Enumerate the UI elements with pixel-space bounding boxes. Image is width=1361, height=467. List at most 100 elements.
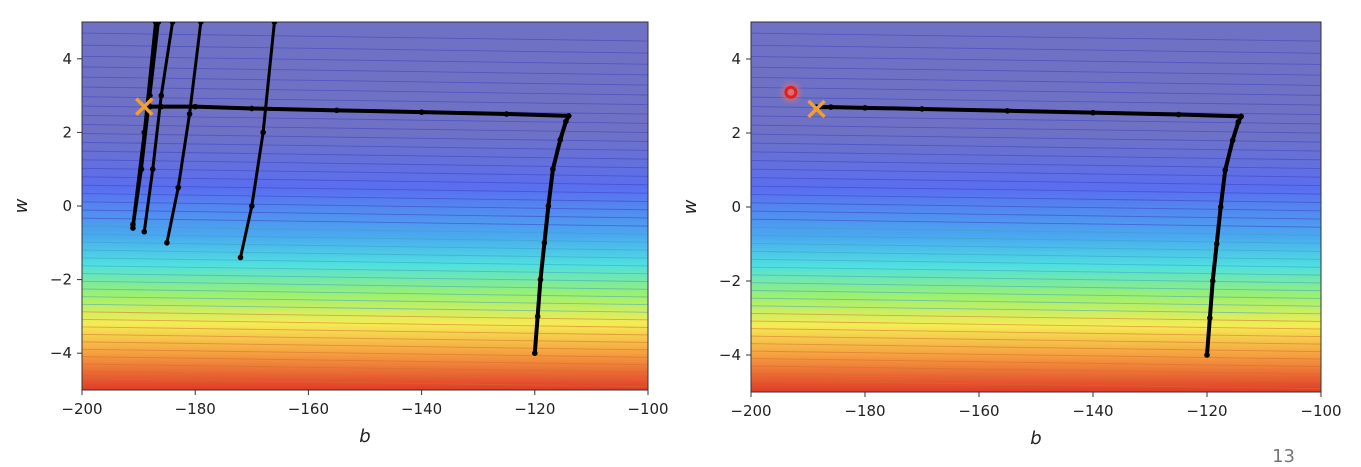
y-tick-label: −4 bbox=[50, 344, 72, 362]
gradient-step-point bbox=[237, 254, 244, 261]
gradient-step-point bbox=[141, 228, 148, 235]
contour-line bbox=[750, 290, 1322, 299]
contour-line bbox=[750, 115, 1322, 125]
contour-line bbox=[81, 66, 649, 76]
chart-panel-1: −200 −180 −160 −140 −120 −100 4 2 0 −2 −4 b w bbox=[11, 21, 669, 447]
contour-line bbox=[81, 55, 649, 65]
contour-line bbox=[81, 32, 649, 42]
contour-line bbox=[81, 303, 649, 313]
gradient-path-line bbox=[142, 22, 175, 232]
x-tick-label: −100 bbox=[627, 400, 668, 418]
contour-line bbox=[750, 66, 1322, 76]
gradient-step-point bbox=[271, 22, 278, 25]
contour-line bbox=[81, 370, 649, 380]
contour-line bbox=[750, 32, 1322, 42]
contour-line bbox=[750, 335, 1322, 345]
contour-line bbox=[750, 372, 1322, 382]
gradient-step-point bbox=[130, 221, 136, 228]
gradient-step-point bbox=[1213, 241, 1220, 247]
contour-line bbox=[81, 217, 649, 227]
start-marker-glow bbox=[777, 79, 804, 106]
contour-line bbox=[81, 333, 649, 343]
gradient-step-point bbox=[1229, 137, 1236, 144]
gradient-step-point bbox=[141, 129, 148, 136]
contour-line bbox=[81, 233, 649, 243]
contour-line bbox=[81, 311, 649, 321]
gradient-step-point bbox=[418, 109, 425, 115]
gradient-step-point bbox=[563, 118, 569, 125]
x-tick-label: −180 bbox=[175, 400, 216, 418]
contour-line bbox=[81, 348, 649, 358]
contour-line bbox=[750, 266, 1322, 276]
x-tick-label: −180 bbox=[844, 402, 885, 420]
gradient-step-point bbox=[249, 203, 255, 209]
contour-line bbox=[81, 44, 649, 54]
contour-line bbox=[750, 282, 1322, 292]
x-tick-label: −140 bbox=[401, 400, 442, 418]
contour-line bbox=[750, 297, 1322, 307]
target-x-marker bbox=[135, 97, 154, 116]
contour-line bbox=[750, 218, 1322, 228]
gradient-step-point bbox=[503, 111, 510, 117]
gradient-step-point bbox=[192, 103, 198, 110]
gradient-step-point bbox=[260, 129, 266, 136]
gradient-step-point bbox=[862, 105, 868, 111]
contour-line bbox=[81, 363, 649, 373]
contour-line bbox=[750, 177, 1322, 187]
contour-line bbox=[81, 225, 649, 235]
y-tick-label: 4 bbox=[731, 50, 741, 68]
gradient-step-point bbox=[1090, 109, 1096, 116]
contour-line bbox=[81, 288, 649, 298]
contour-line bbox=[750, 350, 1322, 360]
trajectory-group bbox=[130, 22, 572, 357]
y-tick-label: 4 bbox=[62, 50, 72, 68]
y-tick-label: 2 bbox=[731, 124, 741, 142]
gradient-step-point bbox=[565, 113, 572, 119]
contour-line bbox=[81, 257, 649, 267]
contour-line bbox=[81, 378, 649, 388]
contour-line bbox=[81, 86, 649, 96]
contour-line bbox=[750, 328, 1322, 338]
contour-line bbox=[750, 365, 1322, 375]
contour-line bbox=[750, 358, 1322, 367]
contour-line bbox=[750, 76, 1322, 86]
gradient-step-point bbox=[175, 184, 182, 191]
contour-line bbox=[750, 202, 1322, 212]
gradient-step-point bbox=[149, 166, 156, 172]
y-tick-label: −2 bbox=[719, 272, 741, 290]
x-axis-label: b bbox=[359, 426, 370, 447]
gradient-step-point bbox=[198, 22, 204, 25]
contour-line bbox=[750, 142, 1322, 152]
contour-line bbox=[81, 341, 649, 351]
contour-line bbox=[750, 250, 1322, 260]
x-tick-label: −160 bbox=[288, 400, 329, 418]
gradient-step-point bbox=[249, 105, 255, 112]
contour-line bbox=[750, 242, 1322, 252]
gradient-step-point bbox=[169, 22, 176, 25]
gradient-step-point bbox=[557, 136, 564, 143]
contour-line bbox=[81, 150, 649, 160]
contour-line bbox=[81, 318, 649, 328]
contour-line bbox=[750, 343, 1322, 353]
gradient-step-point bbox=[158, 92, 165, 99]
contour-line bbox=[81, 114, 649, 124]
gradient-step-point bbox=[186, 111, 193, 117]
y-tick-label: 2 bbox=[62, 123, 72, 141]
contour-line bbox=[750, 124, 1322, 134]
gradient-step-point bbox=[333, 107, 340, 114]
trajectory-group bbox=[813, 104, 1244, 358]
gradient-step-point bbox=[1175, 111, 1182, 118]
page-number: 13 bbox=[1272, 446, 1295, 467]
y-axis-label: w bbox=[680, 199, 701, 214]
start-circle-marker bbox=[784, 85, 798, 99]
contour-line bbox=[81, 76, 649, 86]
y-tick-label: −4 bbox=[719, 346, 741, 364]
contour-line bbox=[750, 194, 1322, 203]
contour-line bbox=[750, 313, 1322, 322]
gradient-step-point bbox=[532, 350, 538, 357]
gradient-step-point bbox=[1209, 278, 1216, 284]
contour-line bbox=[750, 86, 1322, 96]
contour-line bbox=[750, 274, 1322, 284]
y-tick-label: −2 bbox=[50, 271, 72, 289]
x-tick-label: −120 bbox=[514, 400, 555, 418]
